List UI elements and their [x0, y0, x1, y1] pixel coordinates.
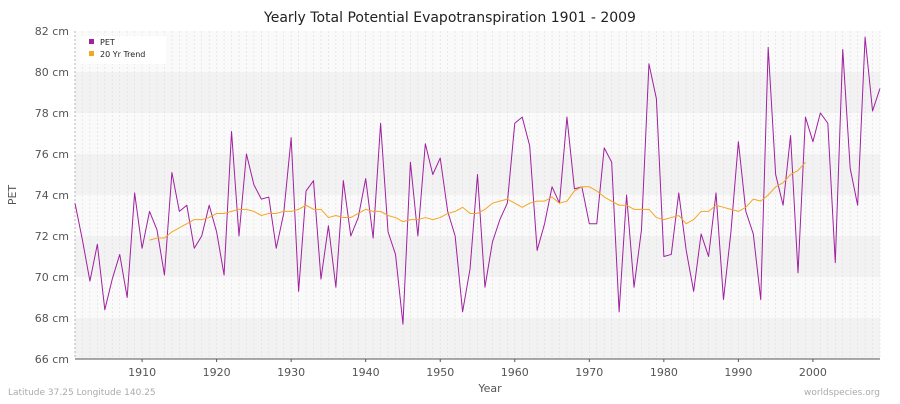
y-tick-label: 68 cm: [35, 312, 69, 325]
x-tick-label: 1940: [352, 366, 380, 379]
x-tick-label: 1960: [501, 366, 529, 379]
x-tick-label: 1970: [575, 366, 603, 379]
trend-series-line: [149, 161, 806, 241]
y-tick-label: 70 cm: [35, 271, 69, 284]
series-lines: [74, 36, 881, 325]
x-tick-label: 1930: [277, 366, 305, 379]
y-tick-label: 82 cm: [35, 25, 69, 38]
x-tick-label: 1920: [203, 366, 231, 379]
y-tick-label: 66 cm: [35, 353, 69, 366]
x-axis-label: Year: [477, 382, 502, 395]
x-axis-ticks: 1910 1920 1930 1940 1950 1960 1970 1980 1990 2000: [128, 359, 827, 379]
y-axis-ticks: 66 cm 68 cm 70 cm 72 cm 74 cm 76 cm 78 cm 80 cm…: [35, 25, 69, 366]
x-tick-label: 2000: [799, 366, 827, 379]
y-tick-label: 78 cm: [35, 107, 69, 120]
pet-series-line: [74, 36, 881, 325]
x-tick-label: 1950: [426, 366, 454, 379]
x-tick-label: 1910: [128, 366, 156, 379]
x-tick-label: 1980: [650, 366, 678, 379]
y-tick-label: 74 cm: [35, 189, 69, 202]
legend-box: [80, 36, 166, 64]
y-tick-label: 72 cm: [35, 230, 69, 243]
y-tick-label: 80 cm: [35, 66, 69, 79]
legend-label-pet: PET: [100, 38, 115, 47]
axes: [74, 31, 880, 360]
footer-source: worldspecies.org: [804, 388, 880, 398]
x-tick-label: 1990: [724, 366, 752, 379]
legend: PET 20 Yr Trend: [80, 36, 166, 64]
legend-swatch-pet: [89, 39, 94, 44]
y-tick-label: 76 cm: [35, 148, 69, 161]
footer-location: Latitude 37.25 Longitude 140.25: [8, 388, 156, 398]
legend-swatch-trend: [89, 51, 94, 56]
legend-label-trend: 20 Yr Trend: [100, 50, 145, 59]
chart-title: Yearly Total Potential Evapotranspiratio…: [263, 10, 636, 26]
y-axis-label: PET: [6, 185, 19, 206]
